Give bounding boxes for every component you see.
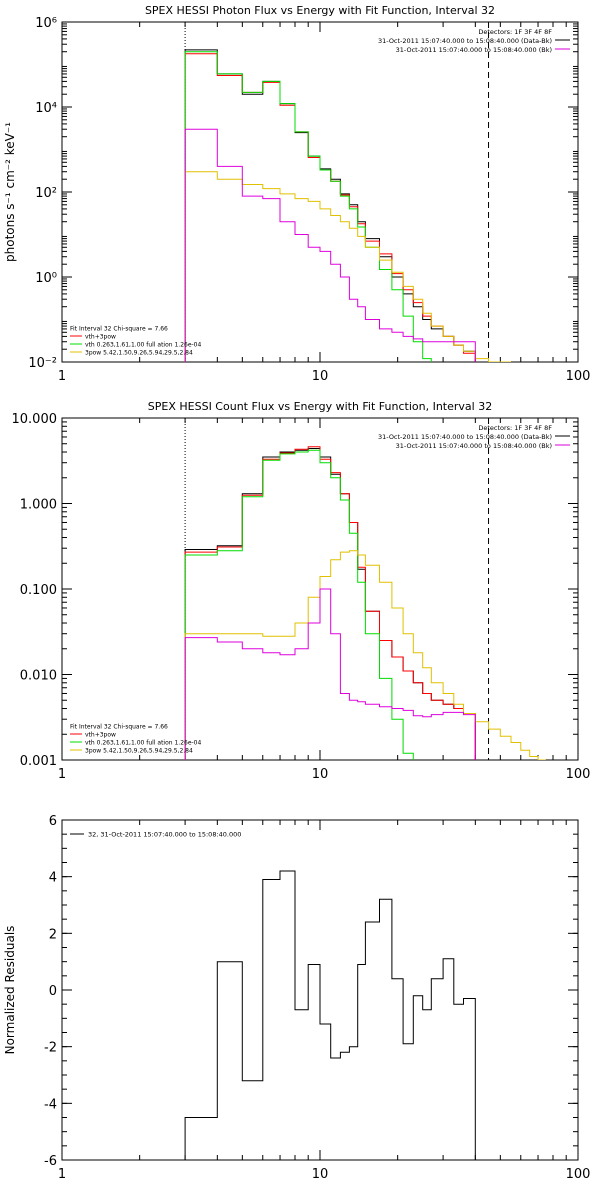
y-tick-label: 0.100 <box>20 583 57 598</box>
legend-entry: Detectors: 1F 3F 4F 8F <box>478 424 552 432</box>
y-tick-label: 10² <box>35 186 57 201</box>
legend-entry: 31-Oct-2011 15:07:40.000 to 15:08:40.000… <box>396 442 552 450</box>
residuals-panel: Normalized Residuals 1 10 100 -6 -4 -2 0 2 4 6 32, … <box>3 814 590 1182</box>
legend-entry: vth 0.263,1.61,1.00 full ation 1.26e-04 <box>85 740 201 747</box>
y-axis-label: photons s⁻¹ cm⁻² keV⁻¹ <box>3 122 17 262</box>
y-tick-label: 10⁻² <box>28 356 57 371</box>
series-line-32-31-oct-2011-15-07-40-000-to-15-08-40-000 <box>184 870 489 1160</box>
legend-entry: Detectors: 1F 3F 4F 8F <box>478 28 552 36</box>
x-tick-label: 1 <box>58 767 66 782</box>
x-tick-label: 100 <box>566 767 591 782</box>
series-line-bk <box>184 588 476 760</box>
legend-entry: 3pow 5.42,1.50,9.26,5.94,29.5,2.84 <box>85 350 193 357</box>
x-tick-label: 1 <box>58 1167 66 1182</box>
legend-entry: 31-Oct-2011 15:07:40.000 to 15:08:40.000… <box>396 46 552 54</box>
count-flux-panel: SPEX HESSI Count Flux vs Energy with Fit… <box>12 400 591 782</box>
x-tick-label: 10 <box>312 1167 329 1182</box>
series-line-3pow <box>184 171 511 362</box>
y-tick-label: 1.000 <box>20 498 57 513</box>
legend-entry: 32, 31-Oct-2011 15:07:40.000 to 15:08:40… <box>88 831 241 839</box>
series-group <box>184 49 511 362</box>
series-line-3pow <box>184 550 546 760</box>
x-tick-label: 10 <box>312 767 329 782</box>
legend-entry: 31-Oct-2011 15:07:40.000 to 15:08:40.000… <box>378 37 552 45</box>
y-tick-label: -6 <box>44 1154 57 1169</box>
y-tick-label: 0 <box>49 984 57 999</box>
series-group <box>184 446 546 760</box>
y-tick-label: 10⁴ <box>35 101 57 116</box>
y-tick-label: 2 <box>49 927 57 942</box>
x-tick-label: 100 <box>566 369 591 384</box>
series-line-bk <box>184 128 476 362</box>
legend-entry: 31-Oct-2011 15:07:40.000 to 15:08:40.000… <box>378 433 552 441</box>
y-tick-label: 4 <box>49 871 57 886</box>
series-group <box>184 870 489 1160</box>
x-tick-label: 100 <box>566 1167 591 1182</box>
y-tick-label: 10⁶ <box>35 16 57 31</box>
chart-title: SPEX HESSI Count Flux vs Energy with Fit… <box>148 400 492 413</box>
y-tick-label: 0.010 <box>20 669 57 684</box>
y-tick-label: 6 <box>49 814 57 829</box>
legend-entry: Fit Interval 32 Chi-square = 7.66 <box>70 724 168 731</box>
photon-flux-panel: SPEX HESSI Photon Flux vs Energy with Fi… <box>3 4 590 384</box>
plot-frame <box>61 21 579 363</box>
series-line-vth <box>184 449 414 760</box>
chart-title: SPEX HESSI Photon Flux vs Energy with Fi… <box>145 4 495 17</box>
y-tick-label: -4 <box>44 1097 57 1112</box>
x-tick-label: 1 <box>58 369 66 384</box>
legend-entry: vth+3pow <box>85 732 116 739</box>
y-tick-label: 10⁰ <box>35 271 57 286</box>
y-tick-label: 10.000 <box>12 412 58 427</box>
legend-entry: vth 0.263,1.61,1.00 full ation 1.26e-04 <box>85 342 201 349</box>
series-line-vth <box>184 51 432 362</box>
y-tick-label: 0.001 <box>20 754 57 769</box>
y-axis-label: Normalized Residuals <box>3 926 17 1055</box>
legend-entry: 3pow 5.42,1.50,9.26,5.94,29.5,2.84 <box>85 748 193 755</box>
y-tick-label: -2 <box>44 1041 57 1056</box>
legend-entry: vth+3pow <box>85 334 116 341</box>
legend-entry: Fit Interval 32 Chi-square = 7.66 <box>70 326 168 333</box>
x-tick-label: 10 <box>312 369 329 384</box>
